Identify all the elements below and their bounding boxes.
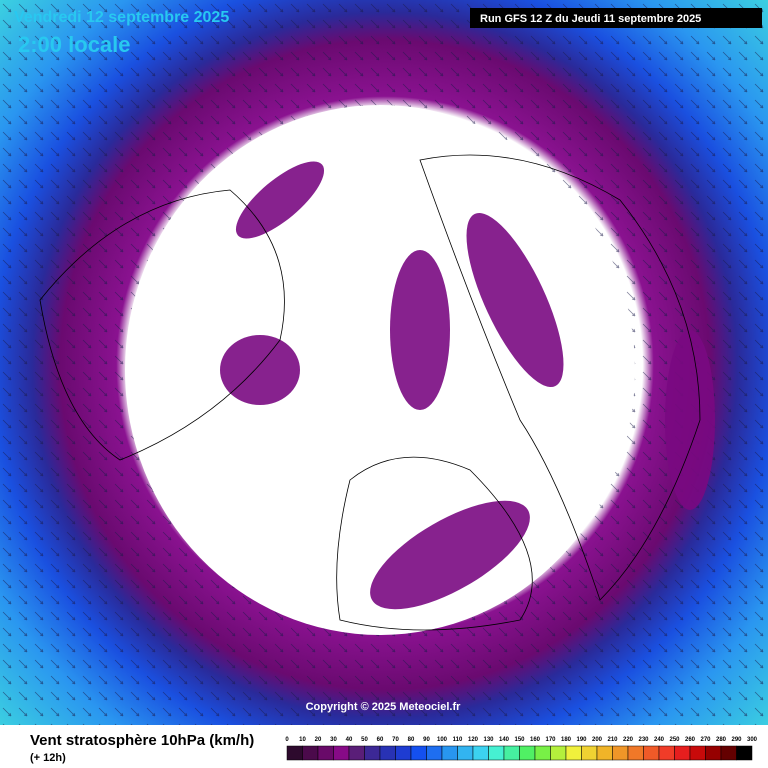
legend-tick-label: 20 [315,737,322,743]
legend-swatch [364,745,381,761]
legend-tick-label: 40 [346,737,353,743]
legend-tick-label: 30 [330,737,337,743]
run-label: Run GFS 12 Z du Jeudi 11 septembre 2025 [480,13,701,25]
legend-tick-label: 180 [561,737,572,743]
legend-swatch [519,745,536,761]
legend-tick-label: 200 [592,737,603,743]
legend-tick-label: 130 [483,737,494,743]
color-scale: 0 10 20 30 40 50 60 70 80 90 100 110 120 130 140 150 160… [285,737,758,761]
legend-swatch [302,745,319,761]
legend-tick-label: 0 [285,737,289,743]
legend-tick-label: 120 [468,737,479,743]
date-label: Vendredi 12 septembre 2025 [14,9,229,26]
legend-tick-label: 260 [685,737,696,743]
legend-tick-label: 250 [669,737,680,743]
legend-swatch [565,745,582,761]
legend-tick-label: 70 [392,737,399,743]
copyright: Copyright © 2025 Meteociel.fr [306,701,462,713]
legend-tick-label: 90 [423,737,430,743]
legend-swatch [534,745,551,761]
legend-title: Vent stratosphère 10hPa (km/h) [30,732,254,749]
legend-swatch [472,745,489,761]
legend-swatch [395,745,412,761]
legend-tick-label: 80 [408,737,415,743]
legend-tick-label: 290 [731,737,742,743]
legend-tick-label: 150 [514,737,525,743]
legend-swatch [286,745,303,761]
legend-tick-label: 210 [607,737,618,743]
legend-tick-label: 50 [361,737,368,743]
legend-swatch [317,745,334,761]
legend-swatch [596,745,613,761]
legend-tick-label: 140 [499,737,510,743]
legend-swatch [658,745,675,761]
legend-tick-label: 220 [623,737,634,743]
legend-tick-label: 190 [576,737,587,743]
legend-swatch [612,745,629,761]
legend-tick-label: 10 [299,737,306,743]
coastlines [39,154,701,631]
legend-swatch [441,745,458,761]
legend-swatch [627,745,644,761]
legend-lead: (+ 12h) [30,752,66,764]
time-label: 2:00 locale [18,32,131,57]
legend-tick-label: 110 [453,737,463,743]
legend-swatch [550,745,567,761]
legend-swatch [689,745,706,761]
legend-tick-label: 60 [377,737,384,743]
legend-swatch [705,745,722,761]
legend-swatch [426,745,443,761]
legend-tick-label: 170 [545,737,556,743]
legend-swatch [643,745,660,761]
legend-tick-label: 100 [437,737,448,743]
legend-swatch [674,745,691,761]
legend-swatch [736,745,753,761]
legend-tick-label: 300 [747,737,758,743]
legend-swatch [379,745,396,761]
legend-tick-label: 160 [530,737,541,743]
legend-swatch [457,745,474,761]
legend-tick-label: 280 [716,737,727,743]
legend-swatch [581,745,598,761]
legend-swatch [720,745,737,761]
legend-swatch [488,745,505,761]
legend-tick-label: 230 [638,737,649,743]
legend-swatch [503,745,520,761]
legend-swatch [348,745,365,761]
run-banner [470,8,762,28]
legend-swatch [333,745,350,761]
legend-tick-label: 270 [700,737,711,743]
legend-swatch [410,745,427,761]
legend-tick-label: 240 [654,737,665,743]
